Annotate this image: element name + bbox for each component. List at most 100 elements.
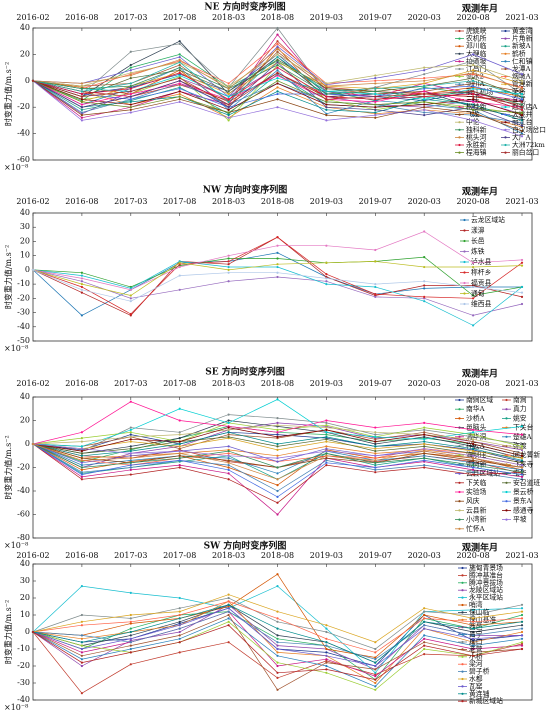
- data-point: [423, 445, 426, 448]
- data-point: [80, 464, 83, 467]
- x-tick-label: 2019-03: [310, 551, 343, 560]
- data-point: [325, 459, 328, 462]
- data-point: [276, 42, 279, 45]
- legend-marker: [461, 581, 464, 584]
- data-point: [276, 74, 279, 77]
- legend-label: 荣将: [512, 87, 526, 96]
- data-point: [178, 447, 181, 450]
- data-point: [423, 111, 426, 114]
- data-point: [374, 647, 377, 651]
- data-point: [276, 478, 279, 481]
- data-point: [520, 607, 524, 610]
- data-point: [80, 473, 83, 476]
- data-point: [325, 119, 328, 122]
- data-point: [129, 630, 132, 634]
- data-point: [178, 607, 181, 610]
- x-tick-label: 2017-08: [163, 379, 196, 388]
- data-point: [423, 442, 426, 446]
- legend-label: 剑川A: [466, 79, 485, 88]
- data-point: [227, 84, 230, 88]
- data-point: [325, 421, 328, 424]
- data-point: [276, 637, 279, 640]
- legend-label: 程海镇: [466, 148, 487, 157]
- legend-label: 回龙箐新: [513, 450, 540, 459]
- data-point: [276, 428, 279, 431]
- data-point: [374, 681, 377, 685]
- data-point: [520, 108, 524, 111]
- data-point: [80, 471, 83, 474]
- legend-label: 南涧区域: [466, 395, 493, 404]
- data-point: [520, 442, 524, 446]
- data-point: [80, 661, 83, 664]
- data-point: [325, 435, 328, 439]
- data-point: [80, 314, 83, 317]
- data-point: [472, 445, 475, 448]
- data-point: [472, 620, 475, 623]
- data-point: [80, 475, 83, 478]
- data-point: [129, 90, 132, 93]
- data-point: [472, 464, 475, 467]
- legend-label: 松桂新: [466, 102, 487, 111]
- data-point: [520, 121, 524, 125]
- y-scale-label: ×10⁻⁸: [4, 541, 28, 550]
- data-point: [423, 255, 426, 259]
- data-point: [374, 471, 377, 474]
- legend-marker: [505, 509, 508, 512]
- legend-marker: [463, 250, 466, 253]
- data-point: [129, 433, 132, 436]
- data-point: [276, 460, 279, 463]
- data-point: [80, 613, 83, 617]
- data-point: [520, 644, 524, 647]
- x-tick-label: 2017-03: [114, 551, 147, 560]
- data-point: [80, 637, 83, 640]
- data-point: [80, 116, 83, 119]
- data-point: [423, 464, 426, 467]
- data-point: [276, 53, 279, 56]
- data-point: [374, 440, 377, 443]
- data-point: [80, 103, 83, 106]
- data-point: [178, 74, 181, 77]
- data-point: [423, 653, 426, 656]
- legend-marker: [458, 75, 461, 78]
- data-point: [520, 258, 524, 262]
- data-point: [178, 610, 181, 613]
- legend-marker: [458, 29, 461, 33]
- data-point: [80, 100, 83, 104]
- data-point: [129, 63, 132, 67]
- data-point: [374, 90, 377, 93]
- data-point: [178, 440, 181, 443]
- data-point: [472, 63, 475, 67]
- data-point: [520, 95, 524, 98]
- data-point: [80, 466, 83, 469]
- y-tick-label: -10: [17, 279, 30, 288]
- data-point: [227, 95, 230, 98]
- legend-label: 碧子桥: [469, 667, 490, 676]
- data-point: [129, 647, 132, 651]
- data-point: [472, 428, 475, 431]
- data-point: [423, 624, 426, 627]
- data-point: [80, 95, 83, 98]
- data-point: [423, 106, 426, 109]
- data-point: [178, 98, 181, 101]
- data-point: [374, 688, 377, 691]
- data-point: [227, 605, 230, 608]
- data-point: [374, 79, 377, 82]
- data-point: [520, 98, 524, 101]
- data-point: [129, 82, 132, 85]
- data-point: [276, 627, 279, 630]
- data-point: [178, 69, 181, 72]
- x-tick-label: 2019-07: [359, 551, 392, 560]
- data-point: [227, 610, 230, 613]
- data-point: [276, 33, 279, 36]
- legend-label: 江昌门: [466, 64, 487, 73]
- data-point: [325, 637, 328, 640]
- data-point: [472, 438, 475, 441]
- data-point: [80, 440, 83, 443]
- legend-label: 黄金湾: [512, 26, 533, 35]
- y-tick-label: -60: [17, 155, 30, 164]
- data-point: [520, 642, 524, 646]
- data-point: [325, 431, 328, 434]
- data-point: [227, 413, 230, 416]
- data-point: [227, 478, 230, 481]
- data-point: [80, 92, 83, 96]
